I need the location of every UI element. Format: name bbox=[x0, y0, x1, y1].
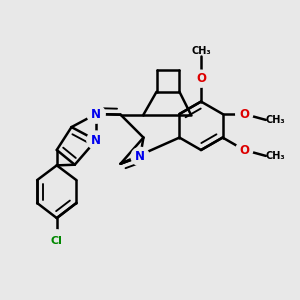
Text: O: O bbox=[239, 107, 249, 121]
Circle shape bbox=[87, 131, 105, 149]
Text: N: N bbox=[91, 134, 101, 147]
Text: CH₃: CH₃ bbox=[266, 115, 285, 125]
Circle shape bbox=[46, 230, 68, 252]
Circle shape bbox=[87, 105, 105, 123]
Text: Cl: Cl bbox=[51, 236, 63, 246]
Text: O: O bbox=[196, 72, 206, 85]
Circle shape bbox=[236, 106, 253, 122]
Text: O: O bbox=[239, 143, 249, 157]
Circle shape bbox=[236, 142, 253, 158]
Circle shape bbox=[193, 70, 209, 87]
Circle shape bbox=[131, 147, 149, 166]
Text: N: N bbox=[91, 107, 101, 121]
Text: CH₃: CH₃ bbox=[191, 46, 211, 56]
Text: CH₃: CH₃ bbox=[266, 151, 285, 161]
Text: N: N bbox=[135, 150, 145, 163]
